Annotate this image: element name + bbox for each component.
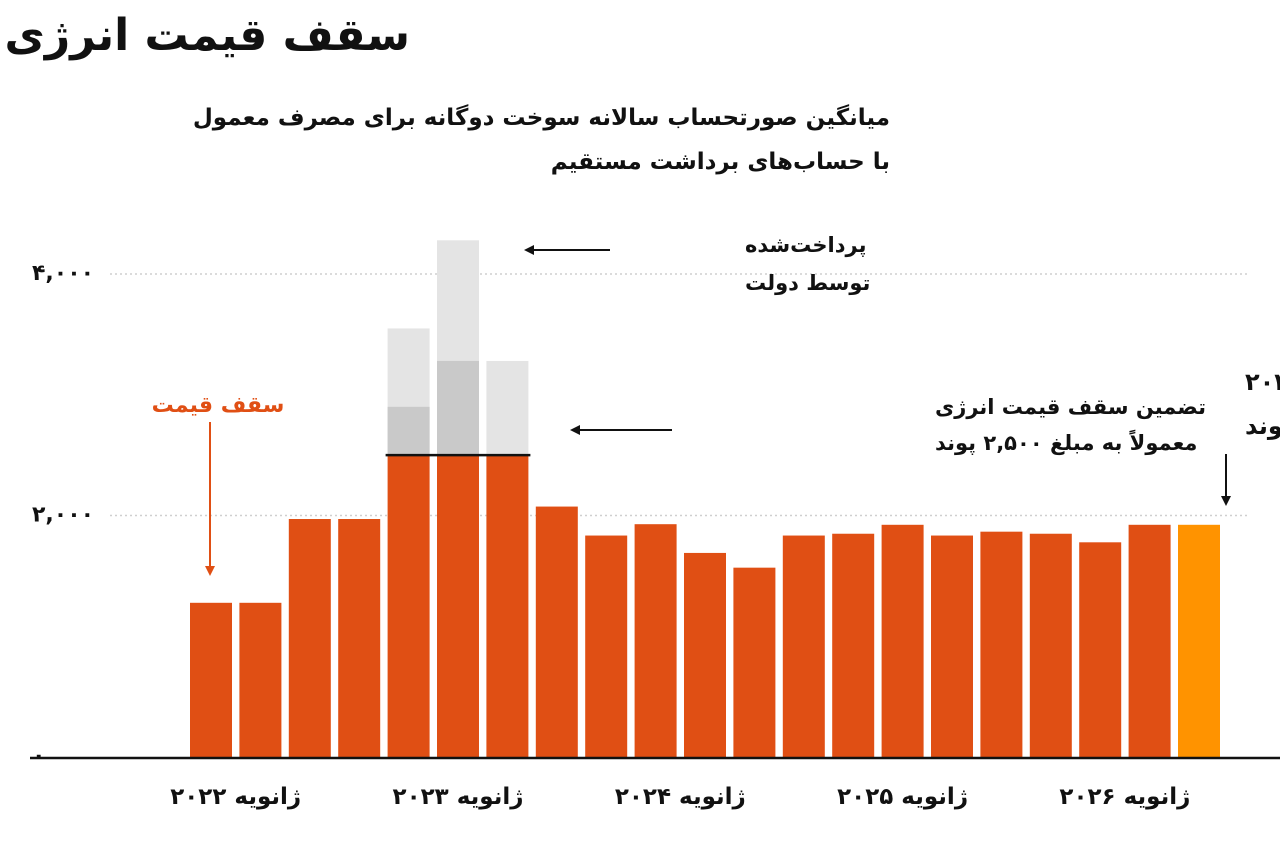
bar	[980, 531, 1023, 757]
x-tick-label: ژانویه ۲۰۲۴	[615, 784, 746, 810]
bar	[387, 455, 430, 757]
guarantee-label-line-1: تضمین سقف قیمت انرژی	[935, 395, 1206, 419]
gov-paid-bar-mid	[387, 406, 430, 456]
chart-subtitle: میانگین صورتحساب سالانه سوخت دوگانه برای…	[90, 96, 890, 184]
x-tick-label: ژانویه ۲۰۲۵	[837, 784, 968, 810]
guarantee-label-line-2: معمولاً به مبلغ ۲,۵۰۰ پوند	[935, 429, 1197, 455]
gov-paid-bar-mid	[437, 360, 479, 456]
bar-latest	[1178, 524, 1220, 757]
gov-paid-label-line-2: توسط دولت	[745, 271, 870, 295]
gov-paid-label-line-1: پرداخت‌شده	[745, 233, 866, 257]
price-cap-label: سقف قیمت	[152, 393, 285, 418]
label-layer: ۰ ۲,۰۰۰ ۴,۰۰۰ ژانویه ۲۰۲۲ ژانویه ۲۰۲۳ ژانویه …	[32, 261, 1190, 810]
bar	[585, 535, 628, 757]
bar	[190, 602, 232, 757]
bar	[832, 533, 875, 757]
y-tick-label: ۴,۰۰۰	[32, 261, 94, 286]
bar	[288, 519, 331, 757]
chart-title: سقف قیمت انرژی	[4, 10, 410, 61]
bar	[684, 552, 726, 757]
bar	[782, 535, 825, 757]
bar	[1029, 533, 1072, 757]
bar	[634, 524, 677, 757]
gov-paid-bar-light	[486, 360, 529, 456]
bar	[881, 524, 924, 757]
x-tick-label: ژانویه ۲۰۲۶	[1059, 784, 1190, 810]
bar	[1079, 542, 1122, 757]
latest-label-line-2: ۱,۸۴۹ پوند	[1245, 412, 1280, 440]
bar	[239, 602, 282, 757]
bar	[931, 535, 973, 757]
grid-layer	[110, 273, 1250, 517]
x-tick-label: ژانویه ۲۰۲۳	[393, 784, 524, 810]
bar-layer	[30, 240, 1280, 760]
bar	[733, 567, 776, 757]
bar	[338, 519, 381, 757]
y-tick-label: ۲,۰۰۰	[32, 503, 94, 528]
x-tick-label: ژانویه ۲۰۲۲	[170, 784, 301, 810]
bar	[1128, 524, 1171, 757]
bar	[535, 506, 578, 757]
subtitle-line-2: با حساب‌های برداشت مستقیم	[550, 149, 890, 175]
latest-label-line-1: اکتبر ۲۰۲۶	[1245, 368, 1280, 396]
bar	[437, 455, 479, 757]
subtitle-line-1: میانگین صورتحساب سالانه سوخت دوگانه برای…	[192, 105, 890, 131]
y-tick-label: ۰	[32, 744, 45, 769]
bar	[486, 455, 529, 757]
